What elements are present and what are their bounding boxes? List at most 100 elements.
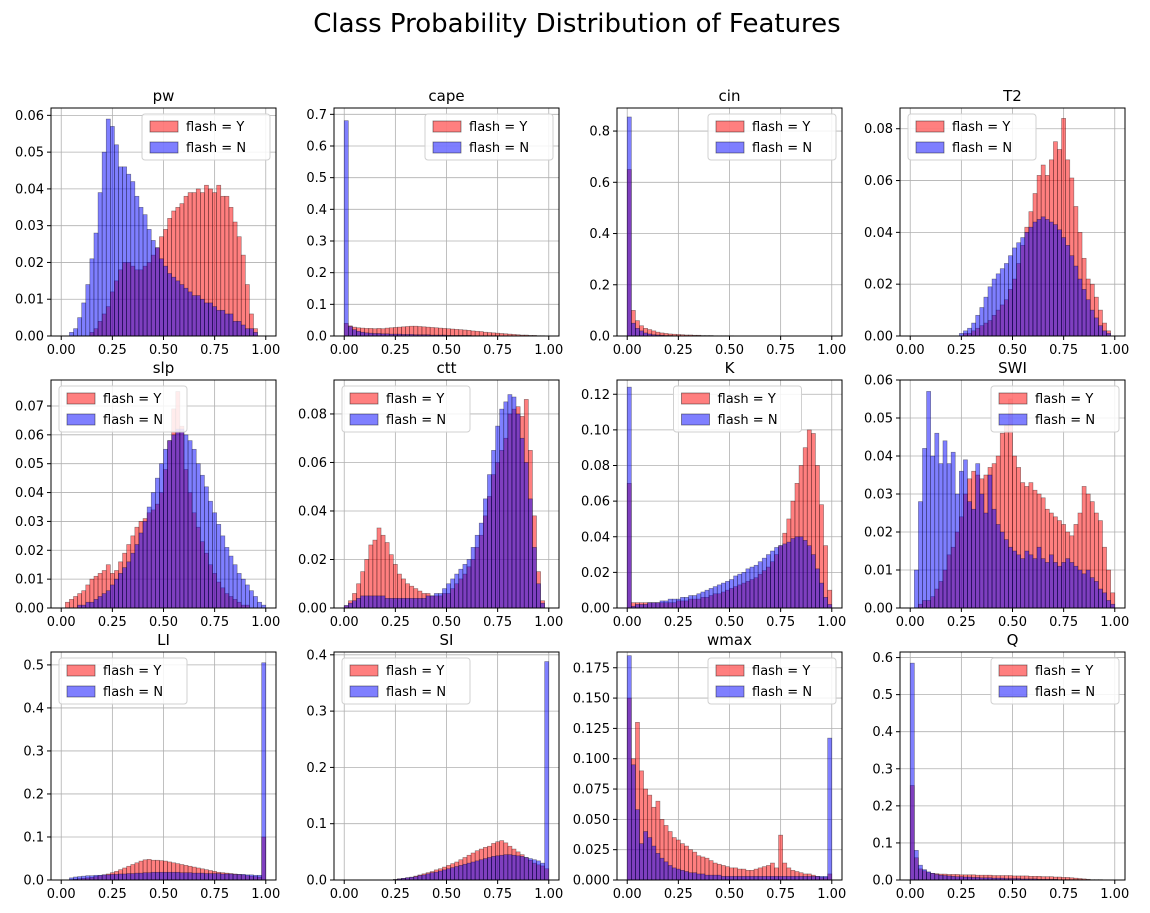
- histogram-bar: [999, 531, 1005, 609]
- histogram-bar: [819, 582, 824, 609]
- histogram-bar: [753, 876, 759, 881]
- histogram-bar: [766, 876, 771, 881]
- histogram-bar: [507, 394, 513, 609]
- histogram-bar: [253, 332, 258, 337]
- histogram-bar: [138, 872, 144, 881]
- histogram-bar: [918, 864, 923, 881]
- x-tick-label: 1.00: [534, 887, 563, 902]
- x-tick-label: 1.00: [251, 343, 280, 358]
- y-tick-label: 0.2: [23, 787, 44, 802]
- x-tick-label: 0.00: [47, 343, 76, 358]
- histogram-bar: [89, 601, 95, 609]
- histogram-bar: [635, 328, 640, 337]
- histogram-bar: [954, 493, 960, 609]
- histogram-bar: [761, 557, 767, 609]
- histogram-bar: [1012, 247, 1017, 337]
- legend: flash = Y flash = N: [341, 385, 471, 433]
- y-tick-label: 0.7: [306, 108, 327, 123]
- histogram-bar: [523, 857, 529, 881]
- histogram-bar: [639, 604, 644, 609]
- histogram-bar: [356, 597, 361, 609]
- legend-swatch: [681, 413, 710, 426]
- histogram-bar: [224, 547, 230, 609]
- histogram-bar: [163, 448, 168, 609]
- histogram-bar: [101, 593, 107, 609]
- x-tick-label: 0.25: [947, 343, 976, 358]
- legend: flash = Y flash = N: [990, 385, 1120, 433]
- histogram-bar: [105, 874, 111, 881]
- y-tick-label: 0.04: [864, 450, 893, 465]
- histogram-bar: [228, 555, 234, 609]
- histogram-bar: [384, 597, 390, 609]
- histogram-bar: [450, 867, 455, 881]
- histogram-bar: [236, 320, 242, 337]
- legend-swatch: [432, 120, 462, 133]
- histogram-bar: [1069, 255, 1075, 337]
- x-tick-label: 0.00: [330, 615, 359, 630]
- histogram-bar: [815, 876, 820, 881]
- histogram-bar: [790, 876, 796, 881]
- histogram-bar: [963, 330, 968, 337]
- histogram-bar: [146, 506, 152, 609]
- histogram-bar: [1004, 539, 1009, 609]
- histogram-bar: [1094, 317, 1099, 337]
- histogram-bar: [1032, 221, 1038, 337]
- histogram-bar: [798, 876, 804, 881]
- histogram-bar: [1077, 569, 1083, 609]
- histogram-bar: [212, 512, 217, 609]
- legend-label: flash = N: [752, 685, 812, 700]
- histogram-bar: [118, 573, 123, 609]
- histogram-bar: [167, 273, 172, 337]
- histogram-bar: [655, 602, 661, 609]
- histogram-bar: [1102, 330, 1107, 337]
- legend-label: flash = Y: [752, 664, 810, 679]
- histogram-bar: [253, 874, 258, 881]
- histogram-bar: [433, 871, 439, 881]
- histogram-bar: [438, 593, 443, 609]
- histogram-bar: [142, 521, 148, 609]
- histogram-bar: [142, 214, 148, 337]
- y-tick-label: 0.02: [864, 526, 893, 541]
- histogram-bar: [708, 874, 714, 881]
- legend-label: flash = N: [752, 141, 812, 156]
- histogram-bar: [934, 432, 940, 609]
- legend-label: flash = Y: [952, 120, 1010, 135]
- histogram-bar: [914, 850, 919, 881]
- histogram-bar: [806, 545, 812, 609]
- histogram-bar: [397, 597, 402, 609]
- histogram-bar: [1012, 550, 1017, 609]
- y-tick-label: 0.1: [306, 817, 327, 832]
- histogram-bar: [65, 601, 70, 609]
- histogram-bar: [101, 151, 107, 337]
- histogram-bar: [511, 854, 517, 881]
- histogram-bar: [922, 448, 927, 609]
- histogram-bar: [1061, 562, 1066, 609]
- histogram-bar: [179, 284, 185, 337]
- legend-swatch: [915, 120, 945, 133]
- legend-label: flash = Y: [469, 120, 527, 135]
- legend-label: flash = Y: [752, 120, 810, 135]
- histogram-bar: [195, 295, 201, 337]
- x-tick-label: 0.75: [766, 615, 795, 630]
- histogram-bar: [737, 573, 743, 609]
- legend-label: flash = Y: [186, 120, 244, 135]
- histogram-bar: [536, 583, 541, 609]
- histogram-bar: [159, 463, 164, 609]
- histogram-bar: [515, 855, 521, 881]
- legend-label: flash = Y: [386, 664, 444, 679]
- x-tick-label: 0.75: [483, 615, 512, 630]
- histogram-bar: [216, 309, 222, 337]
- histogram-bar: [393, 597, 398, 609]
- histogram-bar: [81, 875, 87, 881]
- histogram-bar: [946, 875, 952, 881]
- histogram-bar: [216, 524, 222, 609]
- histogram-bar: [963, 459, 968, 609]
- x-tick-label: 0.75: [766, 343, 795, 358]
- histogram-bar: [1073, 565, 1079, 609]
- histogram-bar: [1020, 237, 1026, 337]
- legend: flash = Y flash = N: [673, 385, 802, 433]
- histogram-bar: [429, 327, 435, 337]
- histogram-bar: [483, 498, 488, 609]
- histogram-bar: [536, 860, 541, 881]
- histogram-bar: [1044, 219, 1050, 337]
